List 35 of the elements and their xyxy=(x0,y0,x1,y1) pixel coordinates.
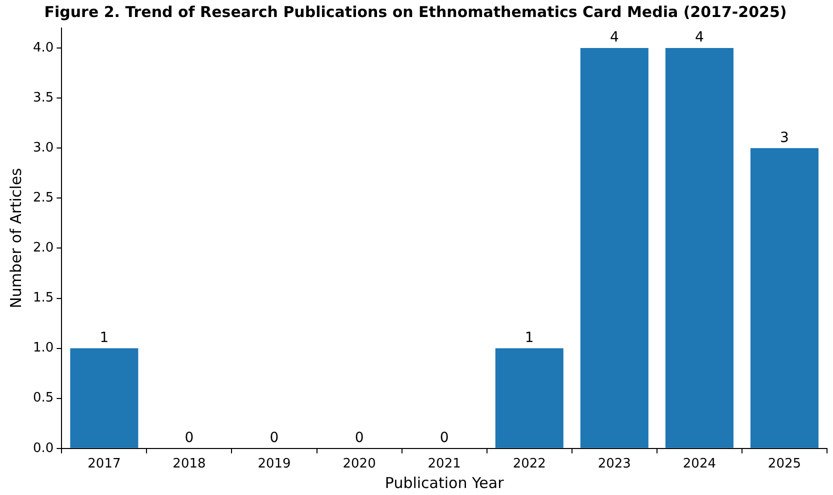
bar xyxy=(665,48,734,448)
x-tick-label: 2021 xyxy=(428,456,461,472)
data-label: 4 xyxy=(694,30,704,46)
x-tick-label: 2019 xyxy=(258,456,291,472)
y-tick-label: 0.0 xyxy=(32,440,54,456)
bar xyxy=(750,148,818,448)
x-tick-label: 2020 xyxy=(342,456,376,472)
y-tick-label: 3.5 xyxy=(32,90,54,106)
bar xyxy=(580,48,648,448)
x-tick-label: 2018 xyxy=(172,456,206,472)
data-label: 1 xyxy=(524,330,534,346)
x-tick-label: 2025 xyxy=(768,456,802,472)
chart-title: Figure 2. Trend of Research Publications on Ethnomathematics Card Media (2017-2025) xyxy=(44,2,787,21)
data-label: 3 xyxy=(780,130,789,146)
x-tick-label: 2017 xyxy=(88,456,121,472)
y-tick-label: 4.0 xyxy=(32,40,54,56)
x-tick-label: 2023 xyxy=(598,456,631,472)
x-tick-label: 2022 xyxy=(512,456,546,472)
data-label: 0 xyxy=(354,430,364,446)
y-tick-label: 2.0 xyxy=(32,240,54,256)
x-axis-title: Publication Year xyxy=(384,474,505,492)
data-label: 4 xyxy=(610,30,619,46)
x-tick-label: 2024 xyxy=(682,456,716,472)
y-tick-label: 1.5 xyxy=(32,290,54,306)
data-label: 0 xyxy=(270,430,279,446)
data-label: 0 xyxy=(440,430,449,446)
y-tick-label: 2.5 xyxy=(32,190,54,206)
bar xyxy=(70,348,138,448)
y-tick-label: 1.0 xyxy=(32,340,54,356)
data-label: 1 xyxy=(100,330,109,346)
y-tick-label: 3.0 xyxy=(32,140,54,156)
data-label: 0 xyxy=(184,430,194,446)
y-axis-title: Number of Articles xyxy=(6,168,25,308)
y-tick-label: 0.5 xyxy=(32,390,54,406)
bar xyxy=(495,348,564,448)
